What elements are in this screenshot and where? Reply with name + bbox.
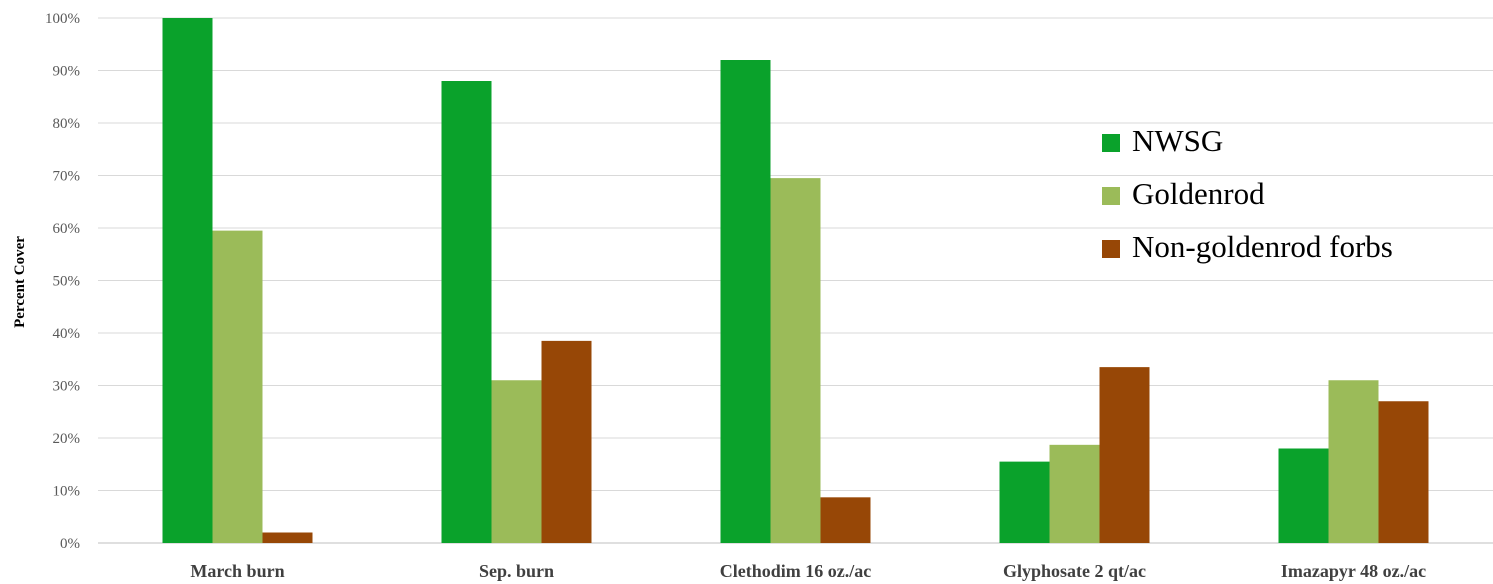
x-category-label: Sep. burn	[479, 561, 554, 581]
legend-label: NWSG	[1132, 123, 1223, 158]
y-tick-label: 10%	[53, 484, 81, 500]
x-category-label: March burn	[190, 561, 284, 581]
x-category-label: Clethodim 16 oz./ac	[720, 561, 871, 581]
y-tick-label: 0%	[60, 536, 80, 552]
y-axis-ticks: 0% 10% 20% 30% 40% 50% 60% 70% 80% 90% 100%	[45, 11, 80, 552]
bar-non-goldenrod-forbs-1	[262, 532, 313, 543]
legend-label: Goldenrod	[1132, 176, 1265, 211]
bar-goldenrod-2	[491, 380, 542, 543]
y-tick-label: 90%	[53, 64, 81, 80]
legend-swatch	[1102, 240, 1120, 258]
bars	[162, 18, 1429, 543]
bar-nwsg-1	[162, 18, 213, 543]
x-category-label: Glyphosate 2 qt/ac	[1003, 561, 1146, 581]
y-tick-label: 70%	[53, 169, 81, 185]
x-category-label: Imazapyr 48 oz./ac	[1281, 561, 1426, 581]
bar-goldenrod-5	[1328, 380, 1379, 543]
legend-swatch	[1102, 134, 1120, 152]
bar-goldenrod-1	[212, 230, 263, 543]
bar-nwsg-5	[1278, 448, 1329, 543]
y-tick-label: 80%	[53, 116, 81, 132]
x-axis-categories: March burn Sep. burn Clethodim 16 oz./ac Gl…	[190, 561, 1426, 581]
y-axis-label: Percent Cover	[12, 236, 28, 328]
bar-non-goldenrod-forbs-4	[1099, 367, 1150, 543]
y-tick-label: 30%	[53, 379, 81, 395]
bar-non-goldenrod-forbs-5	[1378, 401, 1429, 543]
bar-goldenrod-4	[1049, 444, 1100, 543]
y-tick-label: 60%	[53, 221, 81, 237]
bar-non-goldenrod-forbs-3	[820, 497, 871, 543]
y-tick-label: 100%	[45, 11, 80, 27]
bar-nwsg-3	[720, 60, 771, 543]
bar-goldenrod-3	[770, 178, 821, 543]
legend-label: Non-goldenrod forbs	[1132, 229, 1393, 264]
y-tick-label: 20%	[53, 431, 81, 447]
legend: NWSG Goldenrod Non-goldenrod forbs	[1102, 123, 1393, 264]
y-tick-label: 50%	[53, 274, 81, 290]
y-tick-label: 40%	[53, 326, 81, 342]
bar-non-goldenrod-forbs-2	[541, 340, 592, 543]
bar-nwsg-2	[441, 81, 492, 543]
bar-nwsg-4	[999, 461, 1050, 543]
legend-swatch	[1102, 187, 1120, 205]
